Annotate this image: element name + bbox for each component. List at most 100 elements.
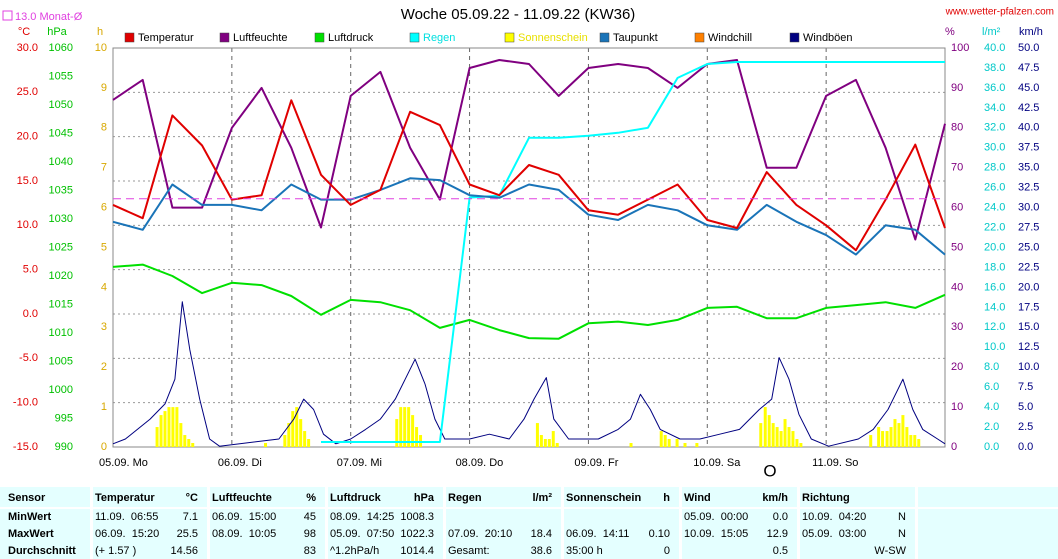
y-tick-label: 27.5	[1018, 221, 1039, 233]
table-cell: 06.09. 14:11	[566, 528, 630, 540]
y-tick-label: 20.0	[984, 241, 1005, 253]
sun-bar	[543, 439, 547, 447]
sun-bar	[779, 431, 783, 447]
y-tick-label: -5.0	[19, 352, 38, 364]
y-tick-label: 2.0	[984, 421, 999, 433]
sun-bar	[913, 435, 917, 447]
chart-title: Woche 05.09.22 - 11.09.22 (KW36)	[401, 6, 636, 23]
y-tick-label: 1050	[49, 99, 73, 111]
table-cell: 05.09. 07:50	[330, 528, 395, 540]
sun-bar	[775, 427, 779, 447]
sun-bar	[629, 443, 633, 447]
y-tick-label: 3	[101, 321, 107, 333]
y-tick-label: 37.5	[1018, 142, 1039, 154]
y-tick-label: 22.0	[984, 221, 1005, 233]
table-cell: 25.5	[176, 528, 198, 540]
y-tick-label: 45.0	[1018, 82, 1039, 94]
table-cell: 38.6	[530, 545, 552, 557]
legend-swatch	[694, 32, 705, 43]
y-tick-label: 5	[101, 241, 107, 253]
y-tick-label: 25.0	[1018, 241, 1039, 253]
y-tick-label: 1055	[49, 70, 73, 82]
sun-bar	[179, 423, 183, 447]
y-tick-label: 5.0	[1018, 401, 1033, 413]
sun-bar	[287, 423, 291, 447]
column-separator	[325, 487, 328, 559]
legend-swatch	[124, 32, 135, 43]
sun-bar	[539, 435, 543, 447]
y-tick-label: 60	[951, 202, 963, 214]
table-cell: Sonnenschein	[566, 492, 642, 504]
sun-bar	[411, 415, 415, 447]
table-cell: MinWert	[8, 511, 52, 523]
y-tick-label: 10	[95, 42, 107, 54]
column-separator	[90, 487, 93, 559]
y-tick-label: 1025	[49, 241, 73, 253]
y-tick-label: 1015	[49, 298, 73, 310]
sun-bar	[395, 419, 399, 447]
reference-label: 13.0 Monat-Ø	[15, 11, 83, 23]
table-cell: 83	[303, 545, 316, 557]
table-cell: 45	[303, 511, 316, 523]
sun-bar	[667, 439, 671, 447]
series-line	[321, 61, 945, 443]
sun-bar	[897, 423, 901, 447]
y-tick-label: 18.0	[984, 261, 1005, 273]
sun-bar	[763, 407, 767, 447]
y-tick-label: 990	[55, 441, 73, 453]
legend-label: Windchill	[708, 32, 752, 44]
sun-bar	[881, 431, 885, 447]
table-cell: 1022.3	[400, 528, 434, 540]
y-tick-label: 14.0	[984, 301, 1005, 313]
table-cell: 0.5	[772, 545, 788, 557]
y-tick-label: 1045	[49, 127, 73, 139]
legend-label: Luftfeuchte	[233, 32, 287, 44]
sun-bar	[535, 423, 539, 447]
row-separator	[0, 507, 1058, 509]
table-cell: 1014.4	[400, 545, 434, 557]
y-tick-label: 8	[101, 122, 107, 134]
y-tick-label: 30.0	[17, 42, 38, 54]
sun-bar	[299, 419, 303, 447]
sun-bar	[555, 443, 559, 447]
y-tick-label: 1035	[49, 184, 73, 196]
y-tick-label: 1020	[49, 270, 73, 282]
x-tick-label: 06.09. Di	[218, 457, 262, 469]
y-tick-label: 35.0	[1018, 162, 1039, 174]
y-tick-label: 28.0	[984, 162, 1005, 174]
table-cell: 05.09. 03:00	[802, 528, 867, 540]
y-tick-label: 15.0	[1018, 321, 1039, 333]
column-separator	[443, 487, 446, 559]
sun-bar	[175, 407, 179, 447]
table-cell: 05.09. 00:00	[684, 511, 749, 523]
chart: Woche 05.09.22 - 11.09.22 (KW36) www.wet…	[2, 6, 1054, 480]
table-cell: 06.09. 15:20	[95, 528, 160, 540]
y-tick-label: 20	[951, 361, 963, 373]
legend-swatch	[504, 32, 515, 43]
sun-bar	[155, 427, 159, 447]
y-tick-label: 4.0	[984, 401, 999, 413]
y-tick-label: 10.0	[984, 341, 1005, 353]
table-cell: 11.09. 06:55	[95, 511, 159, 523]
y-tick-label: 9	[101, 82, 107, 94]
sun-bar	[889, 427, 893, 447]
source: www.wetter-pfalzen.com	[945, 7, 1054, 18]
y-tick-label: 42.5	[1018, 102, 1039, 114]
table-cell: W-SW	[874, 545, 906, 557]
table-cell: 08.09. 10:05	[212, 528, 277, 540]
y-tick-label: 30	[951, 321, 963, 333]
sun-bar	[191, 443, 195, 447]
y-tick-label: 1	[101, 401, 107, 413]
table-cell: (+ 1.57 )	[95, 545, 137, 557]
y-tick-label: 0	[101, 441, 107, 453]
y-tick-label: 90	[951, 82, 963, 94]
y-tick-label: 1030	[49, 213, 73, 225]
sun-bar	[675, 439, 679, 447]
y-tick-label: 2	[101, 361, 107, 373]
axis-unit: l/m²	[982, 26, 1001, 38]
y-tick-label: 25.0	[17, 86, 38, 98]
y-tick-label: 0.0	[23, 308, 38, 320]
table-cell: 18.4	[530, 528, 552, 540]
sun-bar	[917, 439, 921, 447]
